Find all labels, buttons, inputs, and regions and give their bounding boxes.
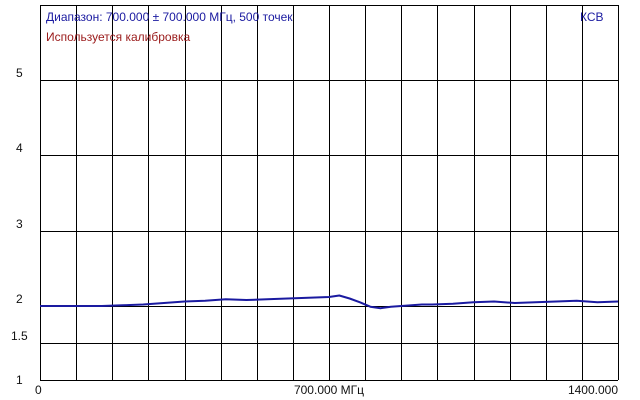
calibration-status-label: Используется калибровка <box>46 30 191 44</box>
y-tick-label: 3 <box>16 217 23 231</box>
y-tick-label: 1 <box>16 373 23 387</box>
measurement-mode-label: КСВ <box>580 10 604 24</box>
y-tick-label: 5 <box>16 66 23 80</box>
vswr-trace <box>40 294 619 310</box>
x-tick-label: 700.000 МГц <box>293 383 365 397</box>
y-tick-label: 1.5 <box>11 329 28 343</box>
y-tick-label: 4 <box>16 141 23 155</box>
frequency-range-label: Диапазон: 700.000 ± 700.000 МГц, 500 точ… <box>46 10 293 24</box>
y-tick-label: 2 <box>16 292 23 306</box>
vswr-trace-line <box>40 294 619 310</box>
x-tick-label: 1400.000 <box>567 383 618 397</box>
chart-grid <box>40 5 619 381</box>
x-tick-label: 0 <box>35 383 42 397</box>
